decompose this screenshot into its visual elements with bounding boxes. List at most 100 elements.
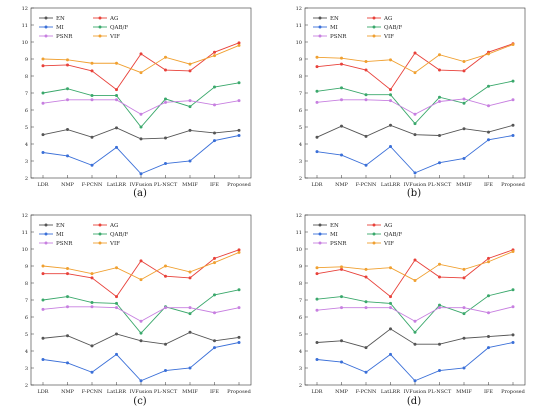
data-point: [413, 258, 417, 262]
data-point: [389, 301, 392, 305]
data-point: [237, 248, 241, 252]
data-point: [139, 172, 143, 176]
data-point: [90, 61, 94, 65]
data-point: [438, 342, 441, 346]
data-point: [413, 171, 417, 175]
data-point: [364, 370, 368, 374]
data-point: [511, 123, 515, 127]
data-point: [487, 84, 490, 88]
data-point: [487, 346, 490, 350]
legend-label: EN: [56, 16, 65, 22]
data-point: [389, 352, 392, 356]
data-point: [237, 134, 241, 137]
data-point: [90, 344, 94, 348]
data-point: [164, 97, 167, 101]
y-tick-label: 5: [25, 332, 28, 338]
data-point: [66, 295, 69, 299]
x-tick-label: IVFusion: [404, 182, 427, 188]
data-point: [364, 300, 368, 304]
y-tick-label: 11: [296, 230, 302, 236]
legend-label: PSNR: [330, 34, 347, 40]
data-point: [188, 306, 192, 310]
data-point: [237, 250, 241, 254]
y-tick-label: 7: [25, 91, 28, 97]
data-point: [115, 332, 118, 336]
legend-marker: [318, 34, 322, 38]
data-point: [188, 128, 192, 132]
data-point: [213, 50, 216, 54]
data-point: [487, 335, 490, 339]
y-tick-label: 12: [296, 6, 302, 12]
legend-marker: [98, 223, 102, 227]
data-point: [139, 52, 143, 56]
legend-marker: [98, 34, 102, 38]
panel-label: (c): [133, 396, 147, 407]
data-point: [413, 319, 417, 323]
series-line-qab-f: [316, 80, 514, 125]
x-tick-label: IFE: [484, 389, 493, 395]
data-point: [164, 274, 167, 278]
data-point: [340, 265, 343, 269]
data-point: [90, 163, 94, 167]
data-point: [315, 89, 319, 93]
data-point: [115, 301, 118, 305]
data-point: [340, 339, 343, 343]
series-line-ag: [316, 249, 514, 298]
data-point: [66, 305, 69, 309]
data-point: [389, 99, 392, 103]
legend-item: PSNR: [313, 241, 347, 247]
panel-label: (a): [133, 188, 147, 199]
x-tick-label: F-PCNN: [82, 389, 103, 395]
y-tick-label: 4: [25, 142, 28, 148]
data-point: [213, 54, 216, 58]
legend-label: EN: [330, 16, 339, 22]
legend-label: AG: [109, 16, 118, 22]
data-point: [487, 294, 490, 298]
legend-marker: [372, 34, 376, 38]
chart-panel-1: 2 3 4 5 6 7 8 9 10 11 12 LDR NMP F-PCNN LatLRR IVFusion…: [22, 6, 252, 199]
data-point: [438, 161, 441, 165]
y-tick-label: 2: [299, 176, 302, 182]
data-point: [164, 264, 167, 268]
legend-item: MI: [313, 232, 338, 238]
chart-panel-3: 2 3 4 5 6 7 8 9 10 11 12 LDR NMP F-PCNN LatLRR IVFusion…: [22, 213, 252, 407]
data-point: [237, 128, 241, 132]
x-tick-label: LatLRR: [107, 182, 126, 188]
legend-item: AG: [93, 223, 118, 229]
y-tick-label: 11: [296, 23, 302, 29]
legend-label: MI: [330, 232, 338, 238]
x-tick-label: F-PCNN: [82, 182, 103, 188]
y-tick-label: 2: [299, 383, 302, 389]
data-point: [462, 267, 466, 271]
y-tick-label: 3: [299, 366, 302, 372]
data-point: [340, 56, 343, 60]
data-point: [164, 162, 167, 166]
data-point: [315, 100, 319, 104]
data-point: [511, 288, 515, 292]
data-point: [315, 272, 319, 276]
series-line-vif: [316, 44, 514, 74]
legend-label: MI: [56, 232, 64, 238]
data-point: [340, 98, 343, 102]
data-point: [340, 124, 343, 128]
data-point: [139, 379, 143, 383]
data-point: [462, 101, 466, 105]
y-tick-label: 4: [299, 142, 302, 148]
data-point: [340, 153, 343, 157]
x-tick-label: LDR: [311, 182, 322, 188]
x-tick-label: PL-NSCT: [428, 182, 452, 188]
series-line-vif: [42, 44, 240, 74]
data-point: [389, 93, 392, 97]
x-tick-label: Proposed: [501, 182, 526, 188]
data-point: [66, 128, 69, 132]
x-tick-label: IFE: [210, 182, 219, 188]
data-point: [66, 98, 69, 102]
legend-label: QAB/F: [384, 232, 402, 238]
x-tick-label: PL-NSCT: [428, 389, 452, 395]
y-tick-label: 8: [25, 281, 28, 287]
data-point: [90, 305, 94, 309]
data-point: [41, 358, 45, 361]
data-point: [438, 95, 441, 99]
data-point: [139, 125, 143, 129]
data-point: [389, 327, 392, 331]
